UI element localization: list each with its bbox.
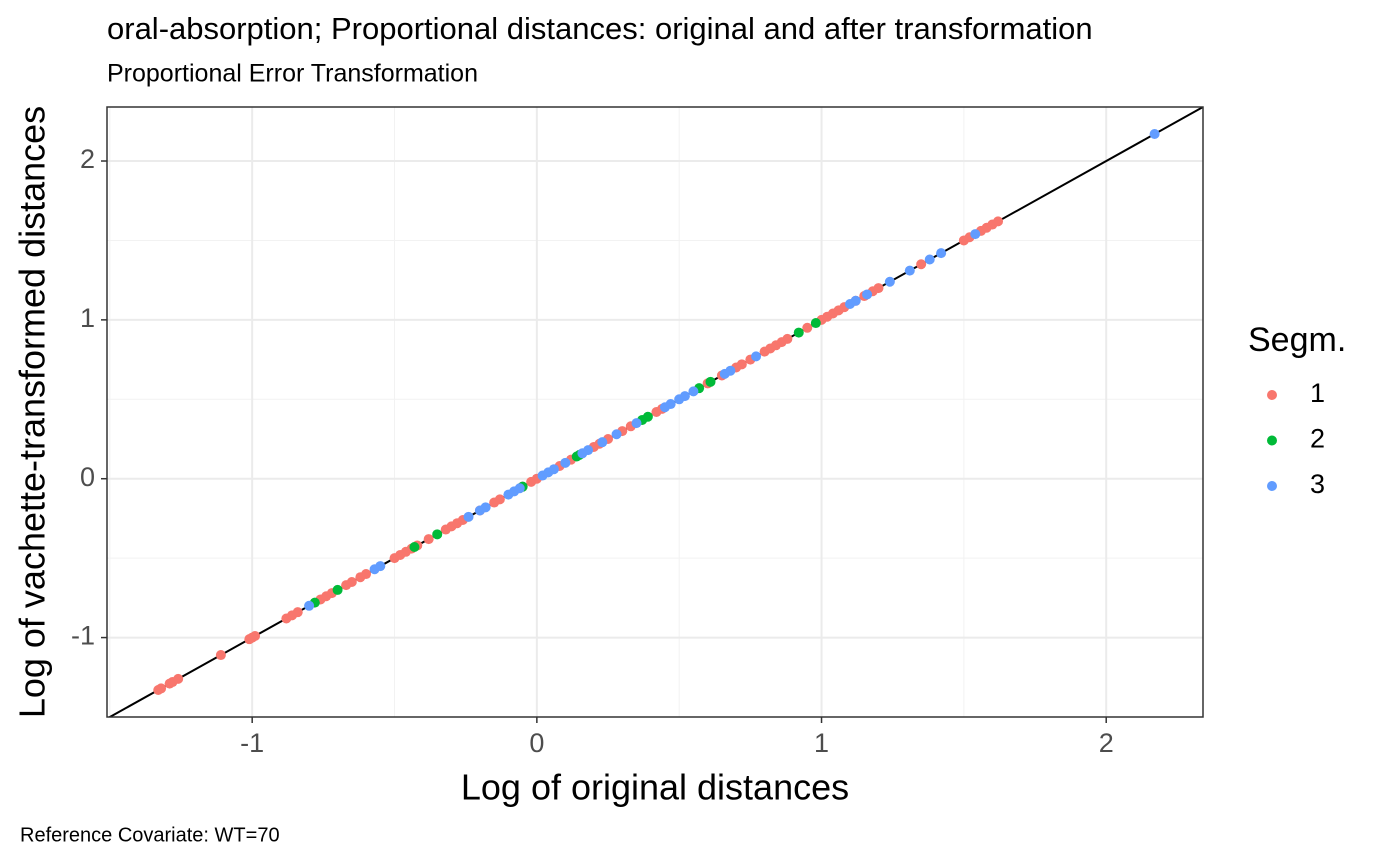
y-tick-label: 0 xyxy=(80,462,95,492)
x-tick-label: 2 xyxy=(1099,728,1114,758)
point xyxy=(375,561,386,572)
caption: Reference Covariate: WT=70 xyxy=(20,824,280,846)
point xyxy=(810,318,821,329)
point xyxy=(332,584,343,595)
point xyxy=(793,327,804,338)
point xyxy=(725,365,736,376)
point xyxy=(993,216,1004,227)
x-tick-label: 1 xyxy=(814,728,829,758)
y-tick-label: 2 xyxy=(80,144,95,174)
point xyxy=(873,283,884,294)
panel-border xyxy=(106,106,1204,718)
point xyxy=(631,418,642,429)
point xyxy=(862,289,873,300)
point xyxy=(548,464,559,475)
point xyxy=(292,607,303,618)
point xyxy=(642,411,653,422)
point xyxy=(970,229,981,240)
legend-marker xyxy=(1267,481,1277,491)
point xyxy=(782,333,793,344)
y-axis-title: Log of vachette-transformed distances xyxy=(12,106,53,718)
point xyxy=(924,254,935,265)
point xyxy=(304,600,315,611)
y-tick-label: 1 xyxy=(80,303,95,333)
point xyxy=(679,391,690,402)
point xyxy=(215,650,226,661)
point xyxy=(916,259,927,270)
point xyxy=(480,502,491,513)
legend-marker xyxy=(1267,435,1277,446)
legend-label: 3 xyxy=(1310,469,1325,499)
point xyxy=(884,276,895,287)
point xyxy=(346,576,357,587)
legend-label: 1 xyxy=(1310,378,1325,408)
point xyxy=(611,429,622,440)
point xyxy=(432,529,443,540)
chart-subtitle: Proportional Error Transformation xyxy=(107,60,478,88)
legend-title: Segm. xyxy=(1248,321,1346,359)
point xyxy=(463,511,474,522)
point xyxy=(156,683,167,694)
x-axis-title: Log of original distances xyxy=(461,767,849,808)
point xyxy=(361,569,372,580)
point xyxy=(173,673,184,684)
legend-marker xyxy=(1267,390,1277,400)
x-tick-label: 0 xyxy=(529,728,544,758)
point xyxy=(597,437,608,448)
point xyxy=(850,295,861,306)
point xyxy=(494,494,505,505)
point xyxy=(802,322,813,333)
point xyxy=(583,445,594,456)
point xyxy=(560,457,571,468)
point xyxy=(1149,129,1160,140)
point xyxy=(514,483,525,494)
legend-label: 2 xyxy=(1310,424,1325,454)
point xyxy=(736,359,747,370)
point xyxy=(409,542,420,553)
point xyxy=(250,630,261,641)
point xyxy=(936,248,947,259)
y-tick-label: -1 xyxy=(71,621,95,651)
x-tick-label: -1 xyxy=(240,728,264,758)
chart-title: oral-absorption; Proportional distances:… xyxy=(107,11,1093,46)
point xyxy=(904,265,915,276)
point xyxy=(665,399,676,410)
point xyxy=(423,534,434,545)
point xyxy=(751,351,762,362)
point xyxy=(705,376,716,387)
point xyxy=(688,386,699,397)
